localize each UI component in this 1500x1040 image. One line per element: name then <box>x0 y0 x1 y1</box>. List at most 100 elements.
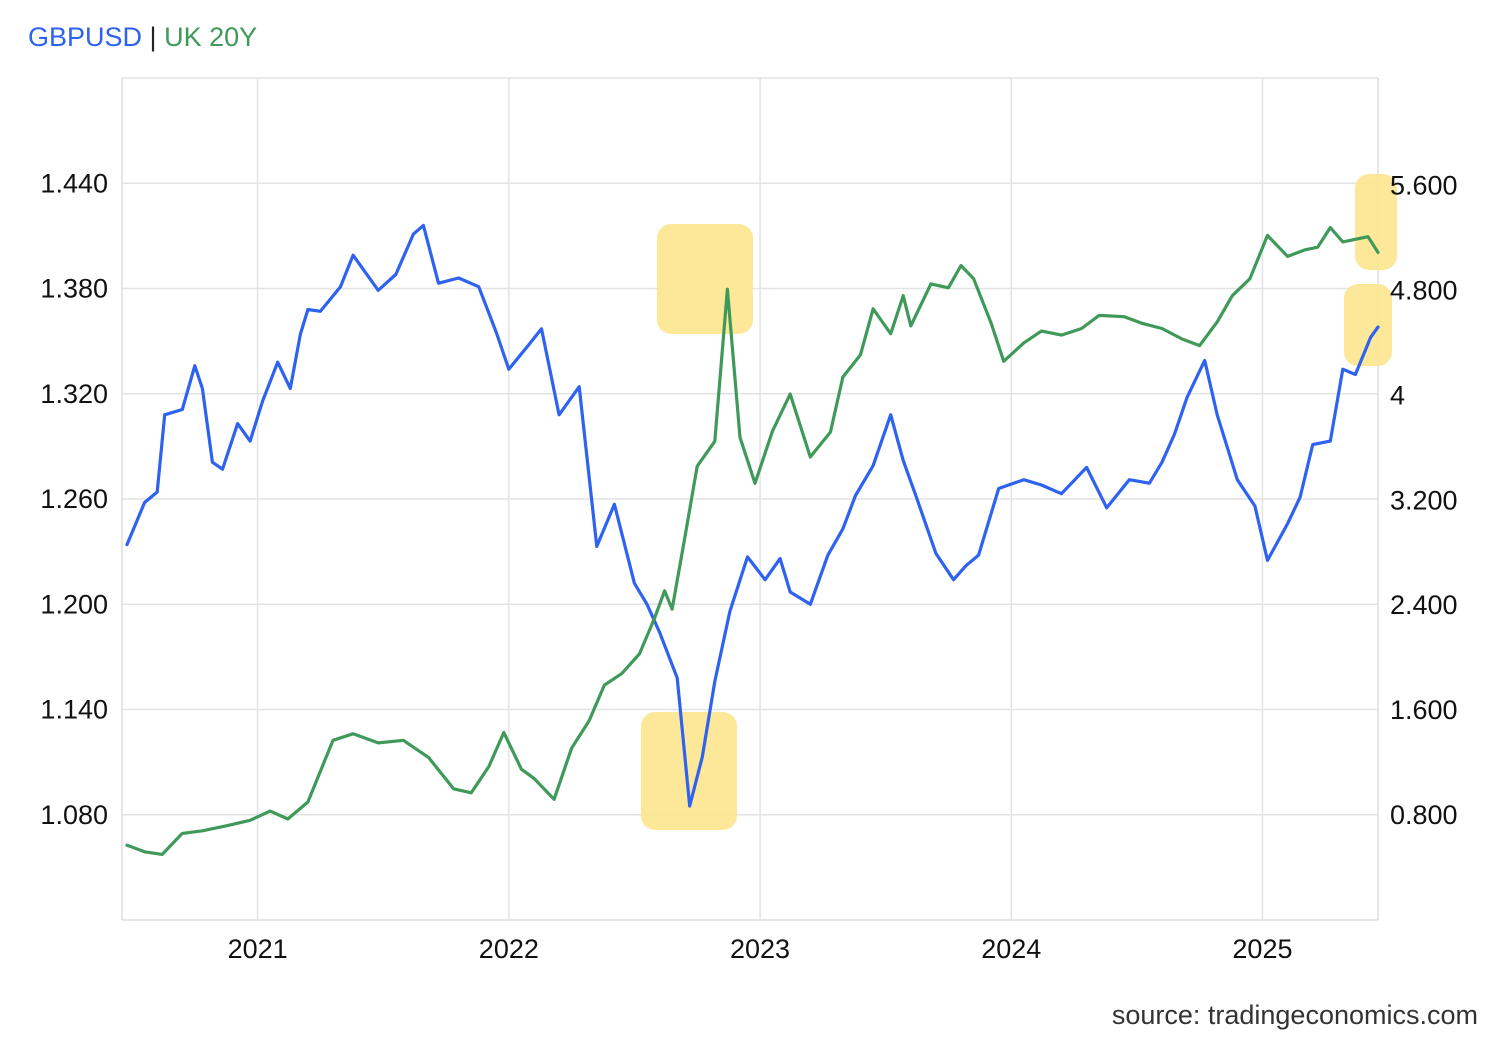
data-point-gbpusd <box>478 286 480 288</box>
data-point-gbpusd <box>1173 433 1175 435</box>
data-point-uk20y <box>890 333 892 335</box>
data-point-uk20y <box>930 283 932 285</box>
data-point-gbpusd <box>633 582 635 584</box>
data-point-uk20y <box>714 440 716 442</box>
y-left-tick-label: 1.260 <box>40 484 108 514</box>
data-point-gbpusd <box>1216 414 1218 416</box>
data-point-uk20y <box>739 436 741 438</box>
data-point-uk20y <box>859 354 861 356</box>
data-point-gbpusd <box>377 289 379 291</box>
data-point-uk20y <box>1317 246 1319 248</box>
data-point-gbpusd <box>714 680 716 682</box>
y-right-tick-label: 0.800 <box>1390 800 1458 830</box>
data-point-gbpusd <box>1329 440 1331 442</box>
data-point-uk20y <box>1098 314 1100 316</box>
data-point-gbpusd <box>422 224 424 226</box>
data-point-gbpusd <box>339 286 341 288</box>
data-point-gbpusd <box>1342 368 1344 370</box>
y-right-tick-label: 2.400 <box>1390 590 1458 620</box>
data-point-uk20y <box>726 288 728 290</box>
data-point-gbpusd <box>676 677 678 679</box>
data-point-uk20y <box>972 278 974 280</box>
data-point-uk20y <box>1377 251 1379 253</box>
data-point-gbpusd <box>1286 522 1288 524</box>
data-point-uk20y <box>603 684 605 686</box>
data-point-gbpusd <box>457 277 459 279</box>
data-point-gbpusd <box>789 591 791 593</box>
legend: GBPUSD | UK 20Y <box>28 22 257 53</box>
data-point-uk20y <box>771 430 773 432</box>
data-point-gbpusd <box>194 365 196 367</box>
data-point-gbpusd <box>729 610 731 612</box>
data-point-uk20y <box>143 851 145 853</box>
data-point-uk20y <box>201 830 203 832</box>
legend-uk20y[interactable]: UK 20Y <box>164 22 258 52</box>
data-point-uk20y <box>653 617 655 619</box>
data-point-uk20y <box>488 765 490 767</box>
data-point-uk20y <box>1216 321 1218 323</box>
highlight-mark <box>1355 174 1397 270</box>
y-right-tick-label: 5.600 <box>1390 171 1458 201</box>
data-point-gbpusd <box>1236 479 1238 481</box>
data-point-uk20y <box>427 756 429 758</box>
data-point-gbpusd <box>1040 484 1042 486</box>
highlight-mark <box>641 712 737 830</box>
data-point-uk20y <box>1266 234 1268 236</box>
data-point-gbpusd <box>842 528 844 530</box>
legend-separator: | <box>149 22 157 52</box>
data-point-gbpusd <box>872 465 874 467</box>
source-credit[interactable]: source: tradingeconomics.com <box>1111 1000 1478 1030</box>
tick-labels: 1.080 1.140 1.200 1.260 1.320 1.380 1.440 0.800… <box>40 168 1457 964</box>
data-point-uk20y <box>181 832 183 834</box>
data-point-uk20y <box>902 295 904 297</box>
data-point-uk20y <box>842 376 844 378</box>
data-point-gbpusd <box>890 414 892 416</box>
data-point-gbpusd <box>764 579 766 581</box>
data-point-uk20y <box>809 456 811 458</box>
data-point-gbpusd <box>395 273 397 275</box>
data-point-uk20y <box>352 733 354 735</box>
data-point-uk20y <box>1040 330 1042 332</box>
data-point-gbpusd <box>596 545 598 547</box>
data-point-uk20y <box>287 818 289 820</box>
data-point-uk20y <box>570 747 572 749</box>
y-right-tick-label: 3.200 <box>1390 485 1458 515</box>
data-point-uk20y <box>533 777 535 779</box>
data-point-uk20y <box>1023 342 1025 344</box>
data-point-gbpusd <box>965 565 967 567</box>
data-point-uk20y <box>671 608 673 610</box>
data-point-uk20y <box>1342 241 1344 243</box>
data-point-uk20y <box>754 482 756 484</box>
highlight-mark <box>657 224 753 334</box>
series-line-gbpusd <box>125 223 1380 808</box>
data-point-uk20y <box>1354 238 1356 240</box>
data-point-gbpusd <box>915 494 917 496</box>
data-point-uk20y <box>872 308 874 310</box>
x-tick-label: 2022 <box>479 934 539 964</box>
data-point-gbpusd <box>1085 466 1087 468</box>
data-point-uk20y <box>1003 360 1005 362</box>
data-point-uk20y <box>402 739 404 741</box>
data-point-uk20y <box>684 537 686 539</box>
data-point-gbpusd <box>307 308 309 310</box>
y-right-tick-label: 4 <box>1390 380 1405 410</box>
data-point-uk20y <box>126 844 128 846</box>
data-point-uk20y <box>621 672 623 674</box>
data-point-uk20y <box>1198 344 1200 346</box>
data-point-gbpusd <box>211 461 213 463</box>
data-point-uk20y <box>503 731 505 733</box>
data-point-gbpusd <box>236 422 238 424</box>
y-left-tick-label: 1.440 <box>40 168 108 198</box>
x-tick-label: 2025 <box>1232 934 1292 964</box>
legend-gbpusd[interactable]: GBPUSD <box>28 22 143 52</box>
data-point-gbpusd <box>437 282 439 284</box>
data-point-gbpusd <box>289 387 291 389</box>
data-point-uk20y <box>1161 327 1163 329</box>
data-point-gbpusd <box>646 603 648 605</box>
data-point-gbpusd <box>1148 482 1150 484</box>
data-point-uk20y <box>696 465 698 467</box>
data-point-gbpusd <box>952 579 954 581</box>
data-point-uk20y <box>161 853 163 855</box>
data-point-gbpusd <box>809 603 811 605</box>
data-point-gbpusd <box>1254 505 1256 507</box>
